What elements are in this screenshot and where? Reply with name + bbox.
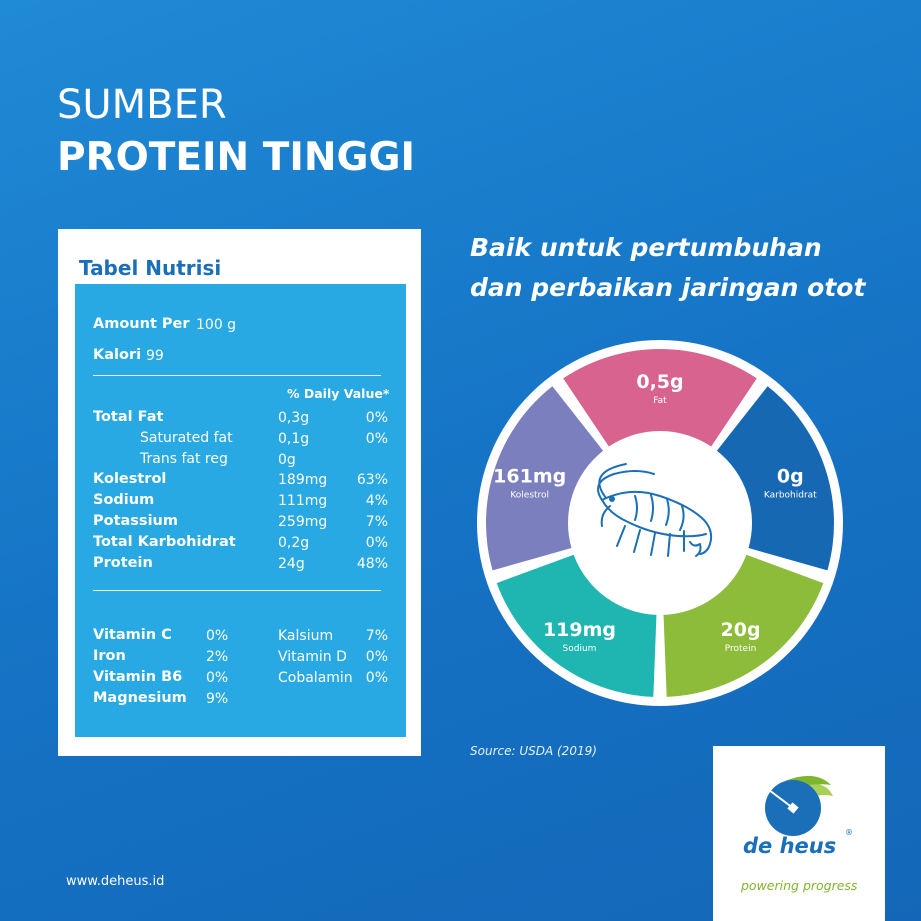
wheel-segment-sodium <box>496 554 657 697</box>
nutrient-amount: 24g <box>278 556 305 572</box>
shrimp-icon <box>597 463 713 557</box>
vitamin-value: 7% <box>365 628 388 644</box>
kalori-label: Kalori <box>93 347 142 363</box>
wheel-label: Fat <box>653 396 667 406</box>
daily-value-header: % Daily Value* <box>287 386 390 401</box>
nutrient-dv: 0% <box>365 410 388 426</box>
nutrient-dv: 0% <box>365 431 388 447</box>
wheel-label: Kolestrol <box>510 491 549 501</box>
wheel-label: Protein <box>725 644 757 654</box>
wheel-value: 0g <box>777 466 804 488</box>
wheel-value: 20g <box>721 619 761 641</box>
vitamin-value: 0% <box>206 670 229 686</box>
nutrient-label: Sodium <box>93 492 155 508</box>
nutrient-amount: 0g <box>278 452 296 468</box>
wheel-label: Sodium <box>563 644 597 654</box>
logo: de heus ® powering progress <box>713 746 885 921</box>
nutrient-amount: 189mg <box>278 472 328 488</box>
source-note: Source: USDA (2019) <box>470 744 597 758</box>
divider <box>93 590 381 591</box>
wheel-segment-protein <box>663 554 824 697</box>
logo-name: de heus <box>743 834 837 858</box>
tagline: Baik untuk pertumbuhan dan perbaikan jar… <box>470 228 865 308</box>
nutrient-label: Trans fat reg <box>140 451 228 467</box>
vitamin-value: 9% <box>206 691 229 707</box>
vitamin-value: 0% <box>206 628 229 644</box>
nutrient-amount: 0,3g <box>278 410 310 426</box>
tagline-line-1: Baik untuk pertumbuhan <box>470 233 822 262</box>
wheel-value: 161mg <box>493 466 566 488</box>
title-line-2: PROTEIN TINGGI <box>57 135 416 180</box>
website-url: www.deheus.id <box>66 874 165 889</box>
nutrient-label: Total Karbohidrat <box>93 534 236 550</box>
vitamin-label: Cobalamin <box>278 670 353 686</box>
amount-value: 100 g <box>196 317 237 333</box>
vitamin-label: Iron <box>93 648 126 664</box>
vitamin-label: Magnesium <box>93 690 187 706</box>
divider <box>93 375 381 376</box>
nutrient-label: Protein <box>93 555 153 571</box>
nutrient-dv: 48% <box>356 556 388 572</box>
vitamin-label: Vitamin B6 <box>93 669 183 685</box>
wheel-value: 119mg <box>543 619 616 641</box>
nutrition-panel: Amount Per 100 g Kalori 99 % Daily Value… <box>75 284 406 737</box>
vitamin-value: 0% <box>365 649 388 665</box>
nutrition-title: Tabel Nutrisi <box>79 256 222 280</box>
nutrient-wheel: 0,5g Fat 0g Karbohidrat 20g Protein 119mg Sodiu… <box>477 340 843 706</box>
nutrient-amount: 259mg <box>278 514 328 530</box>
nutrient-label: Kolestrol <box>93 471 167 487</box>
wheel-segment-kolestrol <box>486 386 604 571</box>
vitamin-value: 0% <box>365 670 388 686</box>
nutrient-dv: 0% <box>365 535 388 551</box>
vitamin-label: Vitamin D <box>278 649 347 665</box>
nutrient-dv: 4% <box>365 493 388 509</box>
nutrient-label: Potassium <box>93 513 178 529</box>
wheel-segments <box>486 349 834 697</box>
logo-registered-mark: ® <box>845 828 853 837</box>
logo-mark-icon <box>765 775 833 836</box>
wheel-value: 0,5g <box>636 371 683 393</box>
vitamin-label: Kalsium <box>278 628 334 644</box>
nutrition-card: Tabel Nutrisi Amount Per 100 g Kalori 99… <box>58 229 421 756</box>
nutrient-amount: 111mg <box>278 493 328 509</box>
title-line-1: SUMBER <box>57 82 227 128</box>
nutrient-amount: 0,2g <box>278 535 310 551</box>
wheel-center <box>581 444 739 602</box>
logo-tagline: powering progress <box>741 878 858 893</box>
amount-label: Amount Per <box>93 316 190 332</box>
nutrient-label: Saturated fat <box>140 430 233 446</box>
kalori-value: 99 <box>146 348 164 364</box>
wheel-segment-fat <box>563 349 757 447</box>
wheel-label: Karbohidrat <box>764 491 817 501</box>
nutrient-label: Total Fat <box>93 409 164 425</box>
wheel-segment-karbohidrat <box>716 386 834 571</box>
tagline-line-2: dan perbaikan jaringan otot <box>470 273 866 302</box>
nutrient-dv: 7% <box>365 514 388 530</box>
nutrient-dv: 63% <box>356 472 388 488</box>
vitamin-label: Vitamin C <box>93 627 172 643</box>
nutrient-amount: 0,1g <box>278 431 310 447</box>
vitamin-value: 2% <box>206 649 229 665</box>
wheel-labels: 0,5g Fat 0g Karbohidrat 20g Protein 119mg Sodiu… <box>493 371 817 654</box>
